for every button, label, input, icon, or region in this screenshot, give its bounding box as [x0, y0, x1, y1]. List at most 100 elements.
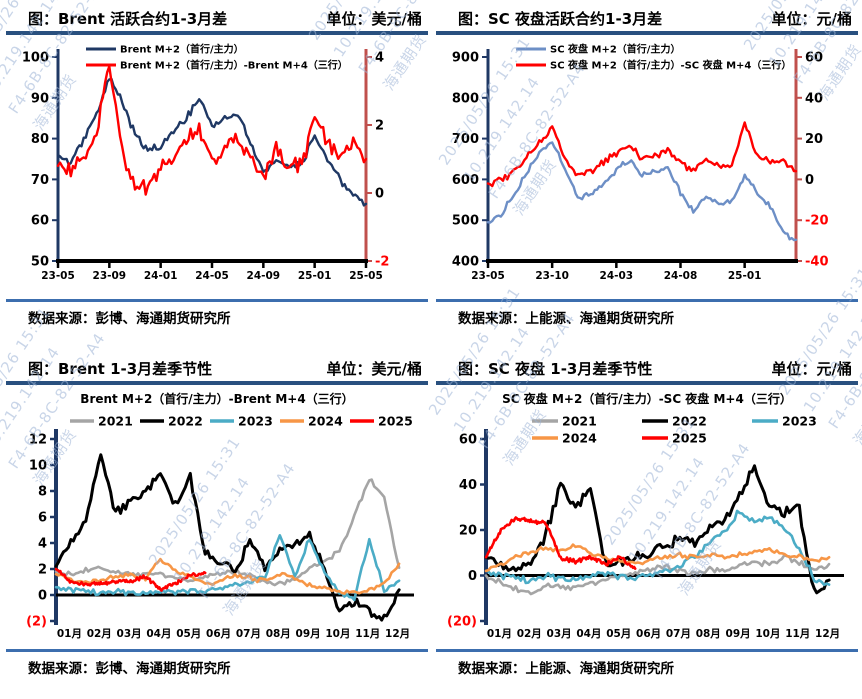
source-divider [436, 299, 858, 302]
title-underline [436, 381, 858, 385]
panel-brent-active-spread: 图：Brent 活跃合约1-3月差 单位：美元/桶 100 90 80 70 60 50 4… [6, 2, 428, 332]
chart-title: 图：SC 夜盘活跃合约1-3月差 [458, 10, 663, 28]
svg-text:06月: 06月 [636, 628, 661, 640]
svg-text:03月: 03月 [547, 628, 572, 640]
svg-text:2024: 2024 [562, 431, 597, 446]
svg-text:01月: 01月 [57, 628, 82, 640]
svg-text:40: 40 [805, 91, 823, 106]
svg-text:09月: 09月 [726, 628, 751, 640]
svg-text:2: 2 [375, 119, 384, 134]
svg-text:6: 6 [38, 511, 47, 526]
series-line-2025 [54, 567, 207, 592]
svg-text:02月: 02月 [517, 628, 542, 640]
svg-text:4: 4 [375, 51, 384, 66]
svg-text:2023: 2023 [238, 414, 273, 429]
svg-text:01月: 01月 [487, 628, 512, 640]
svg-text:10月: 10月 [325, 628, 350, 640]
svg-text:-40: -40 [805, 255, 829, 270]
svg-text:70: 70 [31, 173, 49, 188]
series-line-SC-M-2-SC-M-4- [486, 121, 798, 188]
data-source-label: 数据来源：彭博、海通期货研究所 [28, 311, 231, 327]
chart-title: 图：Brent 活跃合约1-3月差 [28, 10, 228, 28]
svg-text:60: 60 [31, 214, 49, 229]
series-line-Brent-M-2- [56, 77, 368, 207]
sc-active-spread-chart: 900 800 700 600 500 400 60 40 20 0 -20 -40 23-05 23-1… [452, 43, 829, 283]
svg-text:2025: 2025 [672, 431, 707, 446]
source-divider [6, 299, 428, 302]
series-line-2023 [484, 509, 831, 587]
chart-unit: 单位：元/桶 [771, 10, 852, 28]
data-source-label: 数据来源：上能源、海通期货研究所 [458, 311, 674, 327]
svg-text:-20: -20 [805, 214, 829, 229]
svg-text:2021: 2021 [562, 414, 597, 429]
svg-text:60: 60 [805, 51, 823, 66]
svg-text:02月: 02月 [87, 628, 112, 640]
svg-text:07月: 07月 [666, 628, 691, 640]
svg-text:24-09: 24-09 [247, 270, 281, 282]
svg-text:23-05: 23-05 [41, 270, 75, 282]
svg-text:05月: 05月 [606, 628, 631, 640]
svg-text:07月: 07月 [236, 628, 261, 640]
svg-text:100: 100 [22, 51, 49, 66]
svg-text:20: 20 [805, 132, 823, 147]
svg-text:600: 600 [452, 173, 479, 188]
svg-text:2023: 2023 [782, 414, 817, 429]
svg-text:06月: 06月 [206, 628, 231, 640]
svg-text:25-05: 25-05 [349, 270, 383, 282]
svg-text:08月: 08月 [696, 628, 721, 640]
panel-sc-active-spread: 图：SC 夜盘活跃合约1-3月差 单位：元/桶 900 800 700 600 500 4… [436, 2, 858, 332]
svg-text:90: 90 [31, 91, 49, 106]
svg-text:Brent M+2（首行/主力）-Brent M+4（三行）: Brent M+2（首行/主力）-Brent M+4（三行） [120, 59, 348, 72]
svg-text:12: 12 [29, 433, 47, 448]
svg-text:900: 900 [452, 51, 479, 66]
panel-sc-seasonal: 图：SC 夜盘 1-3月差季节性 单位：元/桶 SC 夜盘 M+2（首行/主力）… [436, 352, 858, 696]
data-source-label: 数据来源：彭博、海通期货研究所 [28, 661, 231, 677]
svg-text:09月: 09月 [296, 628, 321, 640]
svg-text:12月: 12月 [815, 628, 840, 640]
data-source-label: 数据来源：上能源、海通期货研究所 [458, 661, 674, 677]
svg-text:25-01: 25-01 [298, 270, 332, 282]
svg-text:2: 2 [38, 563, 47, 578]
title-underline [6, 381, 428, 385]
chart-unit: 单位：元/桶 [771, 360, 852, 378]
panel-brent-seasonal: 图：Brent 1-3月差季节性 单位：美元/桶 Brent M+2（首行/主力… [6, 352, 428, 696]
svg-text:11月: 11月 [355, 628, 380, 640]
svg-text:80: 80 [31, 132, 49, 147]
svg-text:SC 夜盘 M+2（首行/主力）: SC 夜盘 M+2（首行/主力） [550, 43, 680, 56]
svg-text:Brent M+2（首行/主力）: Brent M+2（首行/主力） [120, 43, 244, 56]
svg-text:400: 400 [452, 255, 479, 270]
title-underline [436, 31, 858, 35]
svg-text:2025: 2025 [378, 414, 413, 429]
chart-unit: 单位：美元/桶 [326, 360, 422, 378]
svg-text:0: 0 [468, 569, 477, 584]
series-line-2024 [54, 557, 401, 595]
series-line-SC-M-2- [486, 141, 798, 242]
svg-text:0: 0 [805, 173, 814, 188]
svg-text:8: 8 [38, 485, 47, 500]
svg-text:24-08: 24-08 [664, 270, 698, 282]
series-line-2021 [54, 478, 401, 587]
svg-text:20: 20 [459, 524, 477, 539]
svg-text:10月: 10月 [755, 628, 780, 640]
svg-text:500: 500 [452, 214, 479, 229]
svg-text:23-05: 23-05 [471, 270, 505, 282]
brent-active-spread-chart: 100 90 80 70 60 50 4 2 0 -2 23-05 23-09 24-01 24-05 24… [22, 43, 390, 283]
svg-text:0: 0 [375, 187, 384, 202]
svg-text:2022: 2022 [168, 414, 203, 429]
svg-text:SC 夜盘 M+2（首行/主力）-SC 夜盘 M+4（三行）: SC 夜盘 M+2（首行/主力）-SC 夜盘 M+4（三行） [550, 59, 791, 72]
svg-text:800: 800 [452, 91, 479, 106]
svg-text:4: 4 [38, 537, 47, 552]
svg-text:23-10: 23-10 [535, 270, 569, 282]
svg-text:24-03: 24-03 [600, 270, 634, 282]
chart-title: 图：SC 夜盘 1-3月差季节性 [458, 360, 653, 378]
svg-text:11月: 11月 [785, 628, 810, 640]
sc-seasonal-chart: 60 40 20 0 (20) 01月 02月 03月 04月 05月 06月 07月 08月 09月 10… [447, 414, 844, 640]
series-line-2022 [54, 453, 401, 622]
chart-subtitle: SC 夜盘 M+2（首行/主力）-SC 夜盘 M+4（三行） [502, 392, 792, 406]
svg-text:10: 10 [29, 459, 47, 474]
svg-text:-2: -2 [375, 255, 389, 270]
svg-text:(20): (20) [447, 615, 477, 630]
chart-subtitle: Brent M+2（首行/主力）-Brent M+4（三行） [80, 392, 354, 406]
svg-text:700: 700 [452, 132, 479, 147]
